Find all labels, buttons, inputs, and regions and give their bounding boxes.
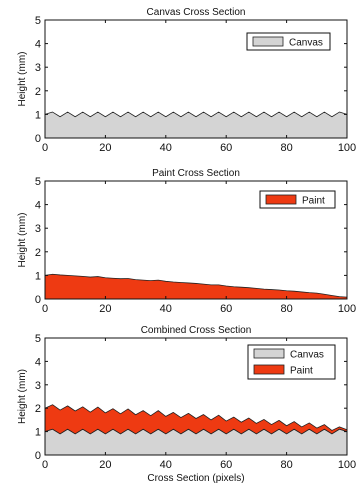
series-area-canvas	[44, 111, 348, 139]
y-axis-label: Height (mm)	[17, 51, 28, 106]
y-tick-label: 1	[35, 270, 41, 282]
y-tick-label: 5	[35, 176, 41, 188]
legend: Canvas Paint	[247, 344, 336, 380]
legend: Paint	[259, 190, 336, 209]
y-tick-label: 0	[35, 450, 41, 462]
legend-label-canvas: Canvas	[290, 350, 324, 361]
y-tick-label: 3	[35, 62, 41, 74]
y-tick-label: 1	[35, 109, 41, 121]
x-tick-label: 80	[280, 303, 292, 315]
x-tick-label: 40	[160, 303, 172, 315]
y-tick-label: 3	[35, 380, 41, 392]
legend: Canvas	[246, 32, 331, 51]
legend-swatch-paint	[253, 364, 285, 375]
y-tick-label: 5	[35, 15, 41, 27]
x-tick-label: 20	[99, 303, 111, 315]
chart-panel: 0 20 40 60 80 100 0 1 2 3 4 5 Canvas Cross Section He…	[17, 7, 356, 154]
legend-swatch-paint	[265, 194, 297, 205]
x-tick-label: 0	[42, 303, 48, 315]
x-tick-label: 80	[280, 142, 292, 154]
x-tick-label: 100	[338, 459, 356, 471]
y-tick-label: 5	[35, 333, 41, 345]
legend-label-paint: Paint	[302, 196, 325, 207]
axes-frame	[44, 19, 348, 139]
chart-title: Canvas Cross Section	[147, 7, 246, 18]
x-tick-label: 20	[99, 142, 111, 154]
series-area-canvas	[44, 428, 348, 456]
chart-title: Paint Cross Section	[152, 168, 240, 179]
y-tick-label: 2	[35, 247, 41, 259]
x-tick-label: 100	[338, 142, 356, 154]
x-axis-label: Cross Section (pixels)	[147, 473, 244, 484]
legend-label-canvas: Canvas	[289, 38, 323, 49]
y-tick-label: 1	[35, 427, 41, 439]
y-tick-label: 2	[35, 86, 41, 98]
y-tick-label: 0	[35, 294, 41, 306]
x-tick-label: 40	[160, 142, 172, 154]
y-tick-label: 4	[35, 39, 41, 51]
legend-swatch-canvas	[252, 36, 284, 47]
chart-panel: 0 20 40 60 80 100 0 1 2 3 4 5 Combined Cross Section…	[17, 325, 356, 484]
legend-label-paint: Paint	[290, 366, 313, 377]
axes-frame	[44, 180, 348, 300]
y-tick-label: 3	[35, 223, 41, 235]
y-tick-label: 4	[35, 200, 41, 212]
y-tick-label: 4	[35, 356, 41, 368]
y-axis-label: Height (mm)	[17, 212, 28, 267]
x-tick-label: 40	[160, 459, 172, 471]
series-area-paint	[44, 273, 348, 300]
x-tick-label: 60	[220, 459, 232, 471]
y-tick-label: 2	[35, 403, 41, 415]
legend-swatch-canvas	[253, 348, 285, 359]
x-tick-label: 80	[280, 459, 292, 471]
x-tick-label: 20	[99, 459, 111, 471]
x-tick-label: 60	[220, 303, 232, 315]
x-tick-label: 0	[42, 459, 48, 471]
chart-panel: 0 20 40 60 80 100 0 1 2 3 4 5 Paint Cross Section Hei…	[17, 168, 356, 315]
y-axis-label: Height (mm)	[17, 369, 28, 424]
x-tick-label: 100	[338, 303, 356, 315]
chart-title: Combined Cross Section	[141, 325, 252, 336]
y-tick-label: 0	[35, 133, 41, 145]
x-tick-label: 0	[42, 142, 48, 154]
x-tick-label: 60	[220, 142, 232, 154]
axes-frame	[44, 337, 348, 456]
